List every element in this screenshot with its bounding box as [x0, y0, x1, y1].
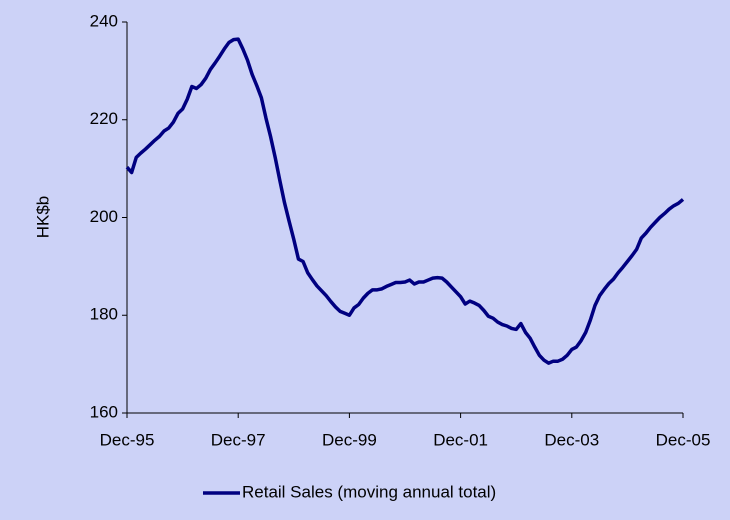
data-line [125, 37, 685, 365]
y-axis-label: HK$b [33, 196, 52, 239]
x-tick-label: Dec-97 [211, 430, 266, 449]
y-tick-label: 160 [90, 402, 118, 421]
x-tick-label: Dec-99 [322, 430, 377, 449]
x-tick-label: Dec-95 [100, 430, 155, 449]
legend-label: Retail Sales (moving annual total) [242, 482, 496, 501]
y-tick-label: 220 [90, 109, 118, 128]
y-tick-label: 180 [90, 305, 118, 324]
x-tick-label: Dec-01 [433, 430, 488, 449]
y-tick-label: 240 [90, 11, 118, 30]
x-tick-label: Dec-05 [656, 430, 711, 449]
x-tick-label: Dec-03 [544, 430, 599, 449]
y-tick-label: 200 [90, 207, 118, 226]
